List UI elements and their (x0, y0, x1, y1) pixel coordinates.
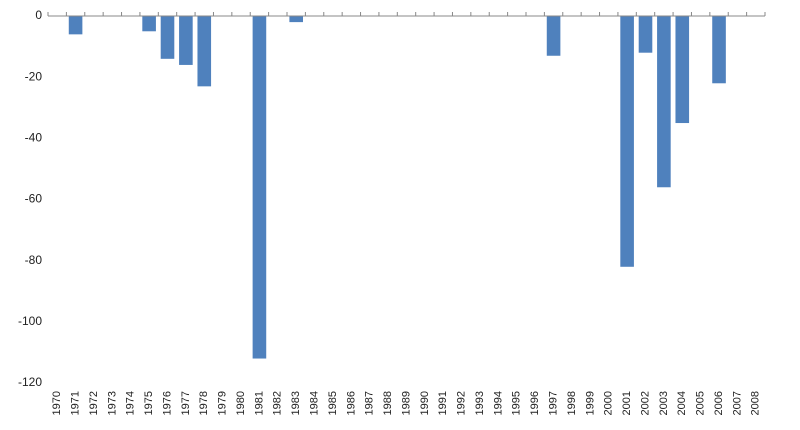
bar (142, 16, 156, 32)
bar (675, 16, 690, 124)
bar (289, 16, 303, 23)
x-tick-label: 1999 (584, 391, 596, 415)
x-tick-label: 1981 (253, 391, 265, 415)
x-tick-label: 1974 (125, 391, 137, 415)
x-tick-label: 1978 (198, 391, 210, 415)
x-tick-label: 2003 (658, 391, 670, 415)
y-tick-label: -100 (18, 314, 42, 328)
x-tick-label: 1992 (456, 391, 468, 415)
bar (657, 16, 671, 188)
bar (546, 16, 561, 56)
x-tick-label: 2007 (731, 391, 743, 415)
x-tick-label: 1991 (437, 391, 449, 415)
x-tick-label: 1982 (272, 391, 284, 415)
x-tick-label: 1986 (345, 391, 357, 415)
x-tick-label: 1984 (308, 391, 320, 415)
bar (160, 16, 175, 59)
x-tick-label: 1993 (474, 391, 486, 415)
y-tick-label: -80 (25, 253, 43, 267)
x-tick-label: 1995 (511, 391, 523, 415)
x-tick-label: 1977 (180, 391, 192, 415)
x-tick-label: 1987 (364, 391, 376, 415)
x-tick-label: 2001 (621, 391, 633, 415)
x-tick-label: 1988 (382, 391, 394, 415)
x-tick-label: 1998 (566, 391, 578, 415)
y-tick-label: 0 (35, 8, 42, 22)
x-tick-label: 2006 (713, 391, 725, 415)
x-tick-label: 2005 (695, 391, 707, 415)
bar (252, 16, 267, 359)
x-tick-label: 1973 (106, 391, 118, 415)
x-tick-label: 1979 (217, 391, 229, 415)
y-tick-label: -40 (25, 131, 43, 145)
bar (68, 16, 83, 35)
x-tick-label: 1972 (88, 391, 100, 415)
bar (620, 16, 634, 267)
x-tick-label: 1994 (492, 391, 504, 415)
x-tick-label: 1996 (529, 391, 541, 415)
x-tick-label: 1971 (69, 391, 81, 415)
y-tick-label: -120 (18, 375, 42, 389)
x-tick-label: 1985 (327, 391, 339, 415)
x-tick-label: 1980 (235, 391, 247, 415)
y-tick-label: -20 (25, 69, 43, 83)
bar (179, 16, 193, 65)
bar (712, 16, 726, 84)
y-tick-label: -60 (25, 192, 43, 206)
x-tick-label: 1983 (290, 391, 302, 415)
x-tick-label: 1975 (143, 391, 155, 415)
bar (197, 16, 212, 87)
x-tick-label: 1976 (161, 391, 173, 415)
x-tick-label: 1970 (51, 391, 63, 415)
x-tick-label: 2004 (676, 391, 688, 415)
x-tick-label: 2000 (603, 391, 615, 415)
x-tick-label: 1989 (400, 391, 412, 415)
x-tick-label: 1990 (419, 391, 431, 415)
x-tick-label: 2002 (639, 391, 651, 415)
x-tick-label: 2008 (750, 391, 762, 415)
x-tick-label: 1997 (547, 391, 559, 415)
bar (638, 16, 653, 53)
